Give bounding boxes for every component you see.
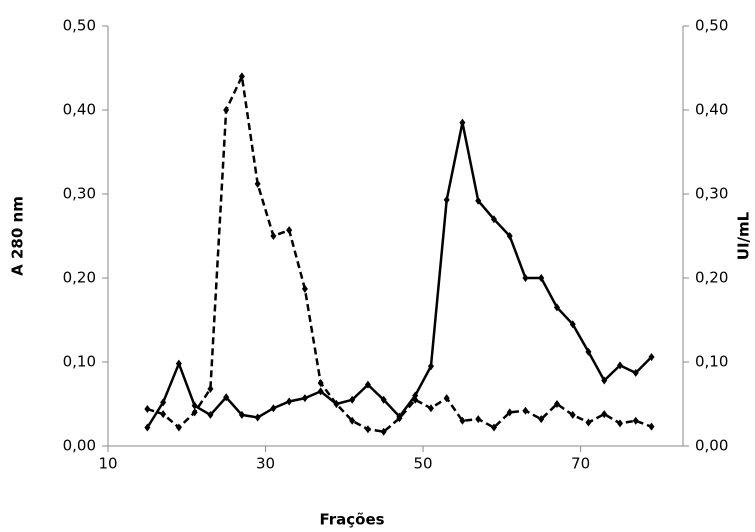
y-tick-label: 0,50 — [63, 17, 96, 35]
y-tick-label: 0,40 — [63, 101, 96, 119]
marker — [301, 284, 308, 293]
marker — [223, 393, 230, 402]
marker — [569, 410, 576, 419]
marker — [585, 347, 592, 356]
marker — [443, 195, 450, 204]
marker — [317, 387, 324, 396]
marker — [412, 391, 419, 400]
marker — [569, 320, 576, 329]
marker — [648, 422, 655, 431]
x-tick-label: 10 — [98, 455, 117, 473]
marker — [349, 416, 356, 425]
y-tick-label: 0,10 — [63, 353, 96, 371]
marker — [223, 106, 230, 114]
marker — [522, 406, 529, 415]
marker — [191, 401, 198, 410]
marker — [475, 415, 482, 424]
marker — [254, 179, 261, 188]
marker — [459, 118, 466, 127]
marker — [585, 418, 592, 427]
marker — [364, 380, 371, 389]
marker — [522, 274, 529, 282]
marker — [333, 400, 340, 408]
marker — [616, 419, 623, 428]
marker — [475, 196, 482, 205]
marker — [238, 72, 245, 81]
series-line — [147, 72, 652, 434]
marker — [286, 226, 293, 235]
marker — [349, 395, 356, 404]
marker — [490, 215, 497, 224]
y-axis-label: A 280 nm — [9, 196, 27, 276]
marker — [553, 400, 560, 408]
marker — [616, 361, 623, 370]
y-tick-label: 0,20 — [63, 269, 96, 287]
marker — [427, 404, 434, 413]
marker — [632, 368, 639, 377]
marker — [160, 410, 167, 419]
marker — [538, 274, 545, 282]
marker — [506, 408, 513, 417]
marker — [317, 379, 324, 387]
x-tick-label: 70 — [571, 455, 590, 473]
y2-tick-label: 0,40 — [695, 101, 728, 119]
marker — [459, 416, 466, 425]
marker — [427, 362, 434, 371]
marker — [144, 423, 151, 432]
x-tick-label: 50 — [414, 455, 433, 473]
marker — [270, 404, 277, 413]
marker — [506, 232, 513, 240]
marker — [270, 232, 277, 240]
y-tick-label: 0,00 — [63, 437, 96, 455]
marker — [254, 413, 261, 422]
marker — [538, 415, 545, 424]
y2-tick-label: 0,20 — [695, 269, 728, 287]
marker — [396, 412, 403, 421]
marker — [380, 395, 387, 404]
x-axis-label: Frações — [319, 511, 384, 529]
y2-tick-label: 0,00 — [695, 437, 728, 455]
marker — [175, 359, 182, 368]
marker — [601, 410, 608, 419]
marker — [301, 394, 308, 403]
y2-axis-label: UI/mL — [735, 211, 753, 260]
marker — [632, 416, 639, 425]
marker — [175, 423, 182, 432]
marker — [286, 397, 293, 406]
marker — [207, 384, 214, 393]
y2-tick-label: 0,50 — [695, 17, 728, 35]
marker — [553, 303, 560, 312]
marker — [207, 410, 214, 419]
marker — [364, 425, 371, 434]
marker — [191, 408, 198, 417]
marker — [490, 423, 497, 432]
marker — [160, 398, 167, 407]
marker — [443, 394, 450, 403]
y2-tick-label: 0,30 — [695, 185, 728, 203]
marker — [380, 427, 387, 436]
marker — [648, 352, 655, 361]
y2-tick-label: 0,10 — [695, 353, 728, 371]
x-tick-label: 30 — [256, 455, 275, 473]
y-tick-label: 0,30 — [63, 185, 96, 203]
marker — [144, 405, 151, 414]
marker — [238, 410, 245, 419]
marker — [601, 376, 608, 385]
